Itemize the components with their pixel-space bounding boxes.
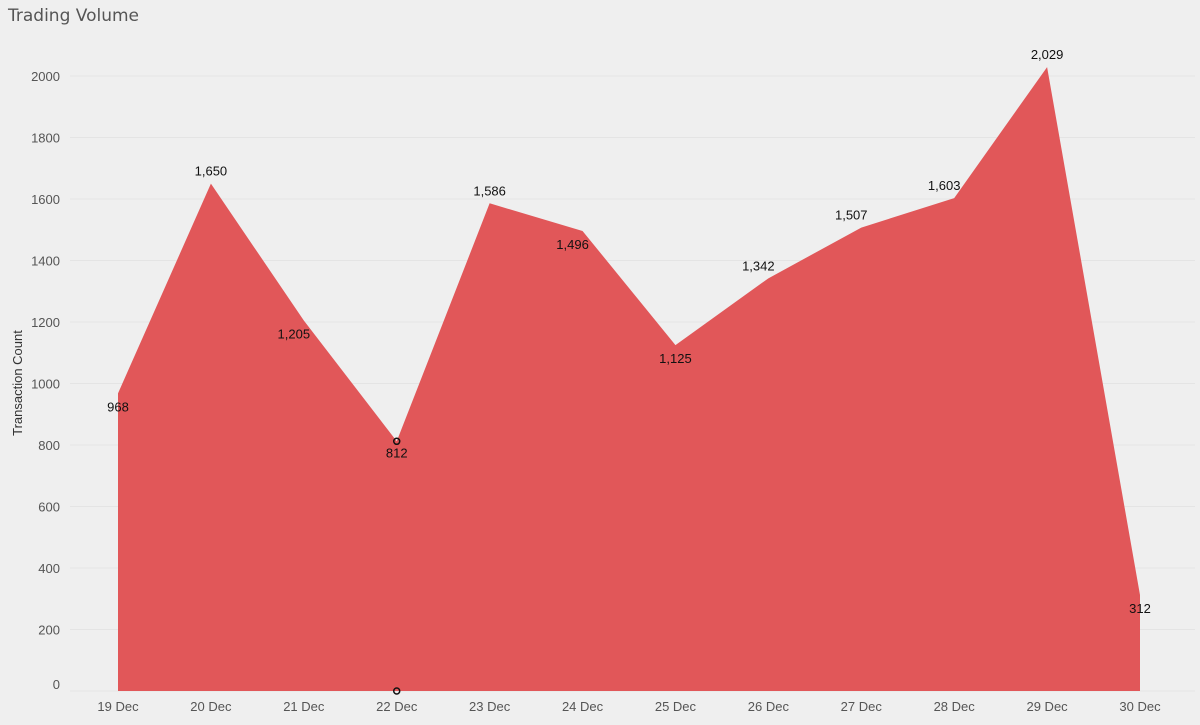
x-tick-label: 22 Dec <box>376 699 418 714</box>
highlight-base-marker[interactable] <box>392 687 401 695</box>
marker-layer <box>392 437 401 695</box>
y-axis-ticks: 0 200 400 600 800 1000 1200 1400 1600 1800 2000 <box>31 69 60 692</box>
x-tick-label: 30 Dec <box>1119 699 1161 714</box>
y-tick-label: 0 <box>53 677 60 692</box>
y-tick-label: 600 <box>38 500 60 515</box>
data-label: 1,125 <box>659 351 692 366</box>
x-tick-label: 25 Dec <box>655 699 697 714</box>
chart-title: Trading Volume <box>8 6 140 26</box>
y-tick-label: 1400 <box>31 254 60 269</box>
x-tick-label: 20 Dec <box>190 699 232 714</box>
data-label: 312 <box>1129 601 1151 616</box>
x-tick-label: 23 Dec <box>469 699 511 714</box>
y-tick-label: 200 <box>38 623 60 638</box>
y-tick-label: 1800 <box>31 131 60 146</box>
x-tick-label: 29 Dec <box>1026 699 1068 714</box>
x-tick-label: 24 Dec <box>562 699 604 714</box>
data-labels: 968 1,650 1,205 812 1,586 1,496 1,125 1,342 1,50… <box>107 47 1151 616</box>
y-tick-label: 1000 <box>31 377 60 392</box>
y-tick-label: 800 <box>38 438 60 453</box>
y-tick-label: 400 <box>38 561 60 576</box>
data-label: 1,507 <box>835 208 868 223</box>
area-series[interactable] <box>118 67 1140 691</box>
highlight-point-marker[interactable] <box>392 437 401 446</box>
data-label: 1,603 <box>928 178 961 193</box>
x-axis-ticks: 19 Dec 20 Dec 21 Dec 22 Dec 23 Dec 24 Dec 25 D… <box>97 699 1161 714</box>
data-label: 1,496 <box>556 237 589 252</box>
data-label: 1,205 <box>278 326 311 341</box>
data-label: 1,586 <box>473 183 506 198</box>
x-tick-label: 21 Dec <box>283 699 325 714</box>
data-label: 1,342 <box>742 258 775 273</box>
y-tick-label: 1200 <box>31 315 60 330</box>
y-tick-label: 1600 <box>31 192 60 207</box>
data-label: 2,029 <box>1031 47 1064 62</box>
data-label: 1,650 <box>195 164 228 179</box>
area-layer <box>118 67 1140 691</box>
y-tick-label: 2000 <box>31 69 60 84</box>
x-tick-label: 27 Dec <box>841 699 883 714</box>
x-tick-label: 26 Dec <box>748 699 790 714</box>
x-tick-label: 28 Dec <box>934 699 976 714</box>
data-label: 812 <box>386 445 408 460</box>
x-tick-label: 19 Dec <box>97 699 139 714</box>
data-label: 968 <box>107 399 129 414</box>
y-axis-title: Transaction Count <box>10 330 25 436</box>
